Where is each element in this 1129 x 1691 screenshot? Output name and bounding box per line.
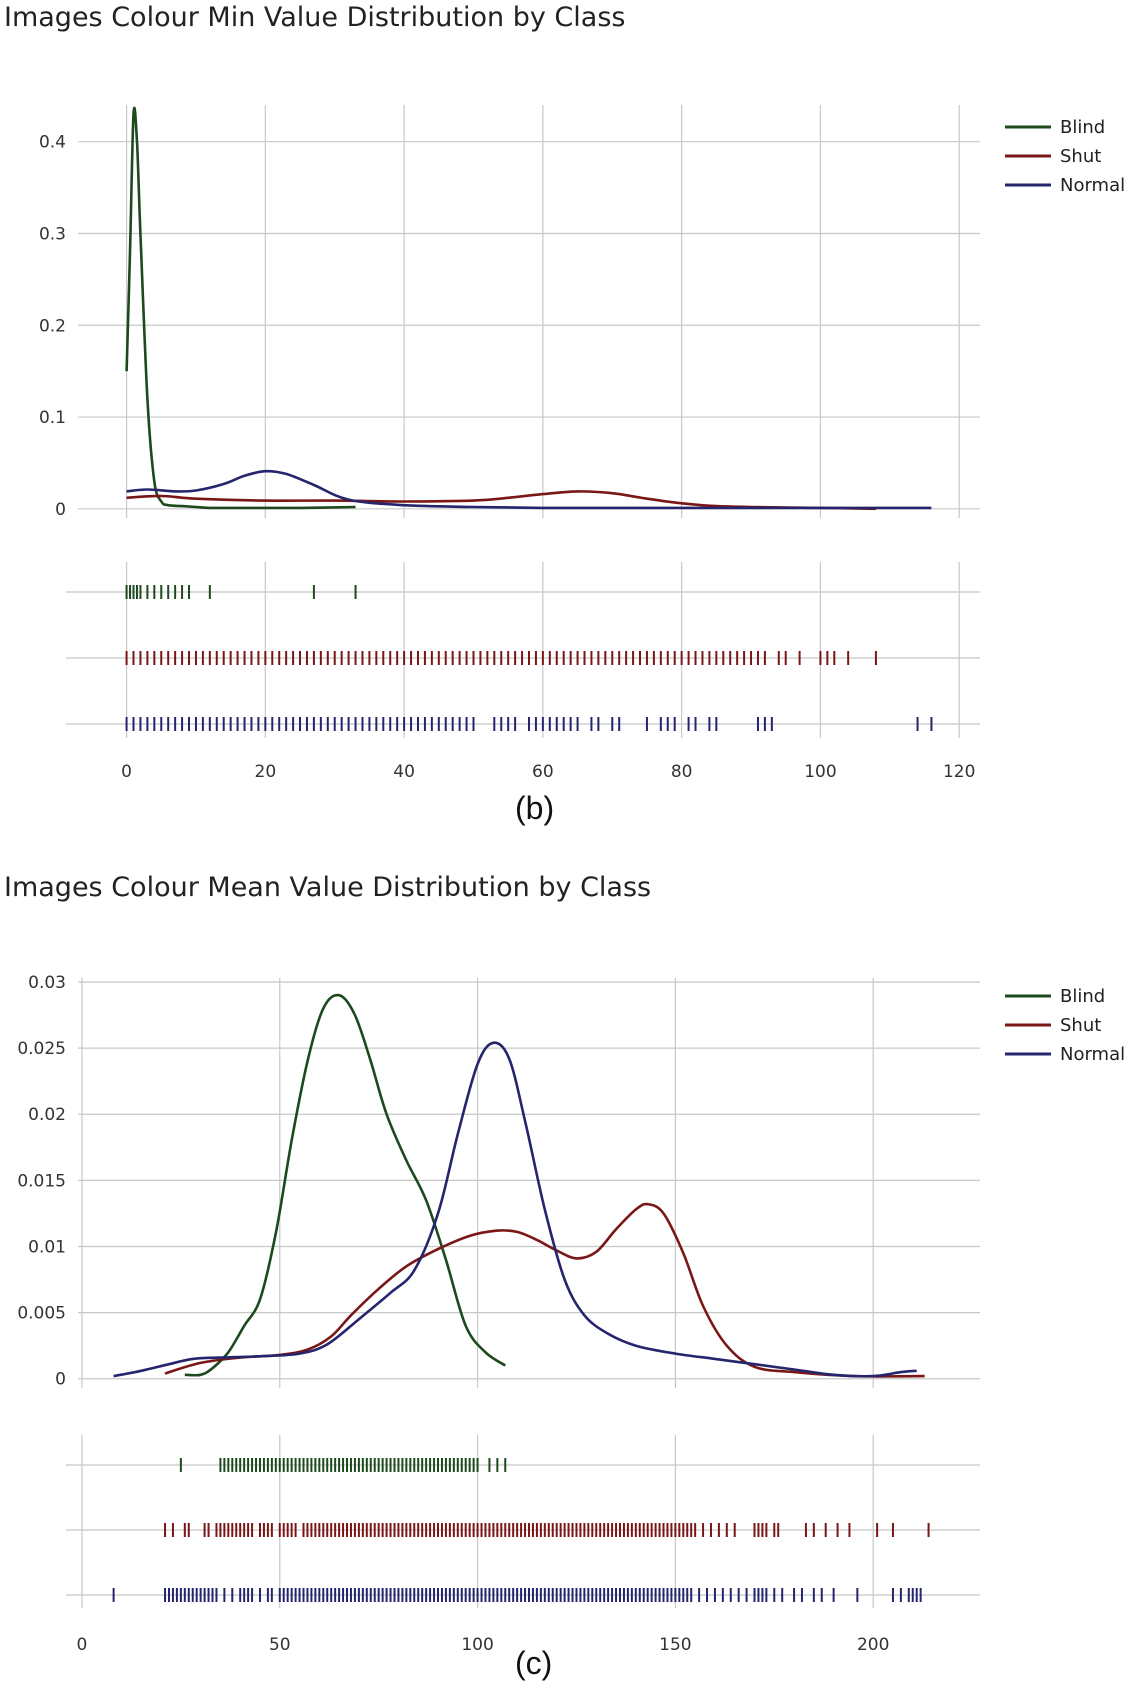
min-x-tick-label: 120 [943, 762, 975, 782]
min-legend-label-shut: Shut [1060, 146, 1101, 167]
min-series-line-shut [126, 490, 876, 511]
min-x-tick-label: 100 [804, 762, 836, 782]
min-legend-label-blind: Blind [1060, 117, 1105, 138]
min-series-line-normal [126, 469, 932, 510]
chart-title-min: Images Colour Min Value Distribution by … [4, 2, 626, 33]
panel-label-c: (c) [515, 1645, 553, 1681]
mean-x-tick-label: 100 [461, 1635, 493, 1655]
mean-y-tick-label: 0.02 [28, 1105, 66, 1125]
mean-legend-label-blind: Blind [1060, 986, 1105, 1007]
min-y-tick-label: 0.2 [39, 316, 66, 336]
mean-legend-label-shut: Shut [1060, 1015, 1101, 1036]
min-y-tick-label: 0.4 [39, 133, 66, 153]
mean-legend-label-normal: Normal [1060, 1044, 1125, 1065]
chart-min-svg: 0 20 40 60 80 100 120 0 0.1 0.2 0.3 0.4 Blind Shut Nor… [39, 105, 1125, 782]
min-y-tick-label: 0.1 [39, 408, 66, 428]
mean-x-tick-label: 150 [659, 1635, 691, 1655]
mean-y-tick-label: 0 [55, 1370, 66, 1390]
min-legend-label-normal: Normal [1060, 175, 1125, 196]
mean-series-line-shut [164, 1202, 925, 1378]
mean-x-tick-label: 0 [77, 1635, 88, 1655]
mean-y-tick-label: 0.005 [17, 1304, 66, 1324]
mean-series-line-normal [113, 1041, 917, 1378]
mean-x-tick-label: 50 [269, 1635, 291, 1655]
min-x-tick-label: 20 [255, 762, 277, 782]
chart-mean-svg: 0 50 100 150 200 0 0.005 0.01 0.015 0.02 0.025 0.03… [17, 973, 1125, 1655]
mean-y-tick-label: 0.025 [17, 1039, 66, 1059]
min-x-tick-label: 80 [671, 762, 693, 782]
min-x-tick-label: 60 [532, 762, 554, 782]
mean-y-tick-label: 0.015 [17, 1171, 66, 1191]
min-x-tick-label: 40 [393, 762, 415, 782]
panel-label-b: (b) [515, 790, 555, 826]
min-y-tick-label: 0 [55, 500, 66, 520]
min-y-tick-label: 0.3 [39, 224, 66, 244]
mean-y-tick-label: 0.03 [28, 973, 66, 993]
mean-series-line-blind [184, 993, 507, 1377]
mean-x-tick-label: 200 [857, 1635, 889, 1655]
chart-title-mean: Images Colour Mean Value Distribution by… [4, 872, 652, 903]
min-series-line-blind [125, 106, 356, 510]
min-x-tick-label: 0 [121, 762, 132, 782]
mean-y-tick-label: 0.01 [28, 1237, 66, 1257]
